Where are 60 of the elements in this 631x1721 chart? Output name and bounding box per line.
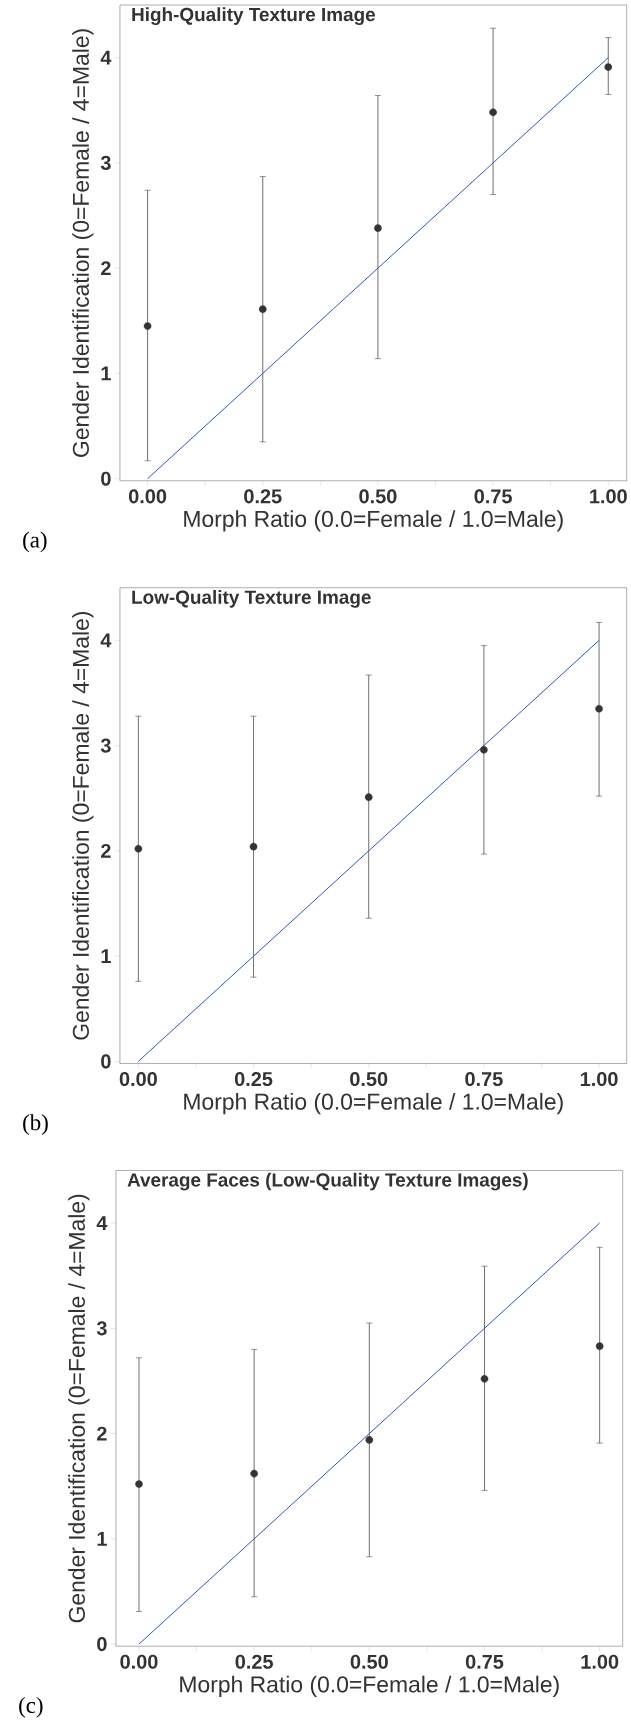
point: [249, 842, 258, 851]
point: [143, 322, 152, 330]
point: [364, 793, 373, 801]
x-tick-label: 0.00: [120, 1654, 158, 1669]
x-axis-title: Morph Ratio (0.0=Female / 1.0=Male): [180, 1675, 559, 1697]
x-tick-label: 0.50: [350, 1654, 388, 1669]
line-series: [137, 639, 600, 1062]
x-tick-label: 0.25: [235, 1654, 273, 1669]
y-tick-label: 1: [101, 949, 111, 963]
x-axis-title: Morph Ratio (0.0=Female / 1.0=Male): [184, 510, 563, 532]
x-tick-label: 0.00: [129, 489, 167, 504]
x-axis-title: Morph Ratio (0.0=Female / 1.0=Male): [184, 1092, 563, 1115]
y-tick-label: 3: [100, 738, 111, 753]
x-tick-label: 1.00: [580, 1072, 618, 1087]
point: [258, 305, 267, 313]
point: [480, 746, 488, 754]
point: [480, 1375, 489, 1383]
x-tick-label: 0.50: [350, 1072, 388, 1087]
y-tick-label: 2: [101, 261, 111, 276]
point: [489, 108, 497, 117]
chart-title: Average Faces (Low-Quality Texture Images): [127, 1172, 528, 1191]
y-tick-label: 4: [100, 50, 112, 65]
y-tick-label: 1: [97, 1532, 107, 1546]
y-tick-label: 1: [101, 366, 111, 381]
y-tick-label: 0: [101, 471, 111, 486]
y-tick-label: 2: [97, 1426, 107, 1441]
point: [135, 1480, 143, 1488]
point: [595, 704, 603, 713]
y-tick-label: 4: [96, 1216, 108, 1230]
text: (b): [23, 1114, 48, 1135]
point: [134, 844, 143, 853]
y-tick-label: 4: [100, 633, 112, 648]
text: (a): [23, 531, 47, 553]
x-tick-label: 0.75: [474, 489, 512, 504]
point: [365, 1436, 374, 1444]
y-tick-label: 3: [100, 155, 111, 170]
y-axis-title: Gender Identification (0=Female / 4=Male): [68, 1194, 90, 1623]
text: (c): [19, 1696, 43, 1718]
x-tick-label: 1.00: [581, 1654, 619, 1669]
chart-title: High-Quality Texture Image: [132, 7, 376, 26]
point: [250, 1469, 258, 1478]
x-tick-label: 0.75: [465, 1072, 503, 1087]
y-tick-label: 3: [96, 1321, 107, 1336]
point: [604, 63, 613, 71]
x-tick-label: 0.00: [119, 1072, 157, 1087]
line-series: [147, 57, 609, 480]
y-axis-title: Gender Identification (0=Female / 4=Male): [72, 29, 94, 457]
y-tick-label: 2: [101, 843, 111, 858]
x-tick-label: 0.75: [465, 1654, 504, 1669]
line-series: [138, 1222, 601, 1645]
x-tick-label: 0.25: [234, 1072, 273, 1087]
point: [595, 1342, 604, 1351]
y-tick-label: 0: [97, 1637, 107, 1652]
x-tick-label: 1.00: [590, 489, 627, 504]
point: [374, 224, 382, 232]
y-axis-title: Gender Identification (0=Female / 4=Male): [72, 611, 94, 1040]
x-tick-label: 0.25: [244, 489, 282, 504]
chart-title: Low-Quality Texture Image: [132, 590, 371, 608]
y-tick-label: 0: [101, 1054, 111, 1069]
x-tick-label: 0.50: [359, 489, 397, 504]
